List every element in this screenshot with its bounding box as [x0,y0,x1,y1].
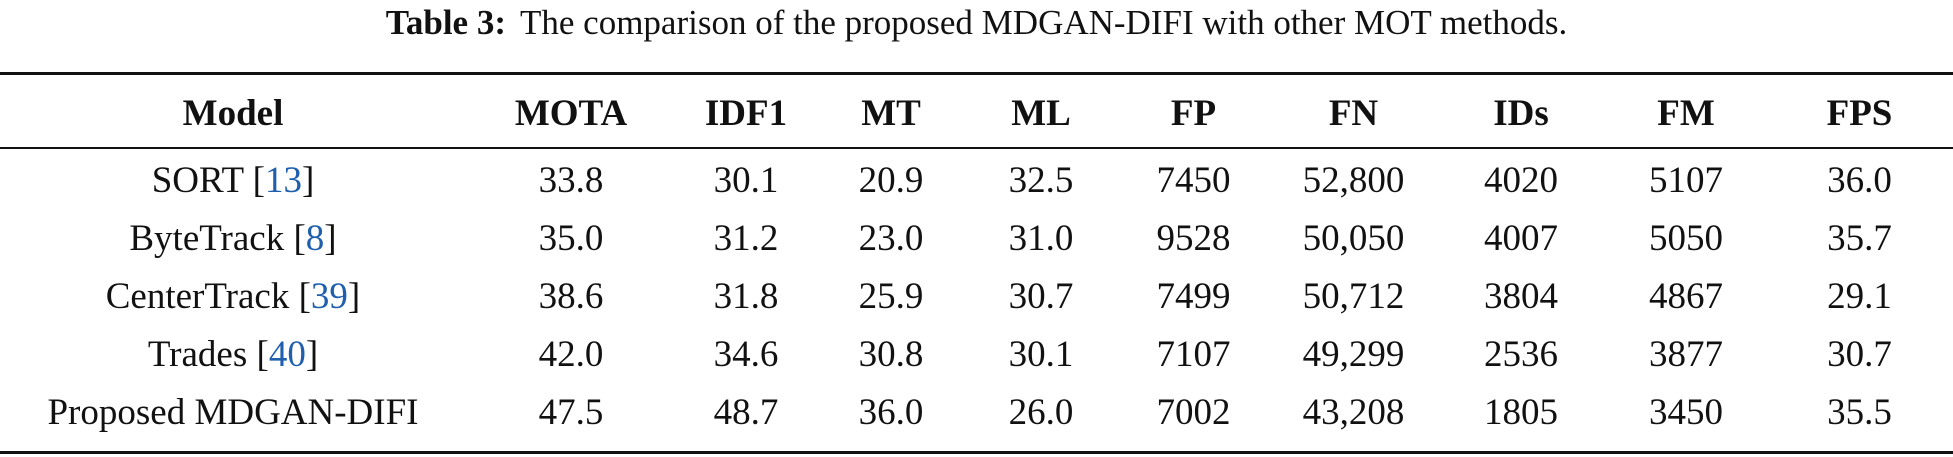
citation-link[interactable]: 39 [310,275,348,317]
column-header-idf1: IDF1 [704,92,788,134]
table-row: SORT [13] 33.8 30.1 20.9 32.5 7450 52,80… [0,149,1953,209]
fn-cell: 49,299 [1302,333,1405,375]
ids-cell: 3804 [1484,275,1558,317]
ids-cell: 4020 [1484,159,1558,201]
model-name: Proposed MDGAN-DIFI [47,391,419,433]
column-header-mt: MT [861,92,921,134]
mt-cell: 30.8 [858,333,924,375]
mt-cell: 23.0 [858,217,924,259]
citation-link[interactable]: 13 [264,159,302,201]
ml-cell: 30.7 [1008,275,1074,317]
mota-cell: 33.8 [538,159,604,201]
ml-cell: 31.0 [1008,217,1074,259]
table-header-rule [0,147,1953,149]
table-row: Proposed MDGAN-DIFI 47.5 48.7 36.0 26.0 … [0,383,1953,441]
column-header-ml: ML [1011,92,1071,134]
model-cell: Proposed MDGAN-DIFI [0,383,466,441]
model-cell: SORT [13] [151,159,315,201]
fp-cell: 7002 [1156,391,1231,433]
ids-cell: 2536 [1484,333,1558,375]
column-header-fn: FN [1328,92,1379,134]
comparison-table: Model MOTA IDF1 MT ML FP FN IDs FM FPS S… [0,75,1953,441]
fn-cell: 50,712 [1302,275,1405,317]
ml-cell: 32.5 [1008,159,1074,201]
model-cell: CenterTrack [39] [105,275,361,317]
fp-cell: 7107 [1156,333,1231,375]
model-name: SORT [151,159,244,201]
fp-cell: 7450 [1156,159,1231,201]
fn-cell: 50,050 [1302,217,1405,259]
idf1-cell: 34.6 [713,333,779,375]
mota-cell: 35.0 [538,217,604,259]
table-bottom-rule [0,451,1953,454]
column-header-fp: FP [1170,92,1217,134]
citation-link[interactable]: 40 [268,333,306,375]
table-row: Trades [40] 42.0 34.6 30.8 30.1 7107 49,… [0,325,1953,383]
mota-cell: 38.6 [538,275,604,317]
model-cell: Trades [40] [147,333,319,375]
mota-cell: 42.0 [538,333,604,375]
fps-cell: 35.7 [1827,217,1892,259]
column-header-fm: FM [1657,92,1715,134]
table-top-rule [0,72,1953,75]
table-row: ByteTrack [8] 35.0 31.2 23.0 31.0 9528 5… [0,209,1953,267]
fm-cell: 4867 [1649,275,1723,317]
mota-cell: 47.5 [538,391,604,433]
model-name: CenterTrack [105,275,290,317]
model-cell: ByteTrack [8] [129,217,337,259]
column-header-fps: FPS [1826,92,1893,134]
table-header-row: Model MOTA IDF1 MT ML FP FN IDs FM FPS [0,75,1953,149]
fps-cell: 29.1 [1827,275,1892,317]
fm-cell: 5050 [1649,217,1723,259]
idf1-cell: 31.8 [713,275,779,317]
fps-cell: 35.5 [1827,391,1892,433]
table-row: CenterTrack [39] 38.6 31.8 25.9 30.7 749… [0,267,1953,325]
idf1-cell: 30.1 [713,159,779,201]
fm-cell: 3877 [1649,333,1723,375]
column-header-mota: MOTA [514,92,628,134]
fn-cell: 52,800 [1302,159,1405,201]
fm-cell: 5107 [1649,159,1723,201]
ids-cell: 1805 [1484,391,1558,433]
caption-text: The comparison of the proposed MDGAN-DIF… [520,3,1568,42]
column-header-model: Model [182,92,284,134]
model-name: Trades [147,333,248,375]
fp-cell: 9528 [1156,217,1231,259]
model-name: ByteTrack [129,217,285,259]
ml-cell: 26.0 [1008,391,1074,433]
fn-cell: 43,208 [1302,391,1405,433]
fp-cell: 7499 [1156,275,1231,317]
ids-cell: 4007 [1484,217,1558,259]
table-caption: Table 3: The comparison of the proposed M… [0,0,1953,46]
idf1-cell: 48.7 [713,391,779,433]
column-header-ids: IDs [1493,92,1549,134]
ml-cell: 30.1 [1008,333,1074,375]
mt-cell: 20.9 [858,159,924,201]
citation-link[interactable]: 8 [305,217,325,259]
mt-cell: 25.9 [858,275,924,317]
fps-cell: 36.0 [1827,159,1892,201]
idf1-cell: 31.2 [713,217,779,259]
caption-label: Table 3: [385,3,506,42]
mt-cell: 36.0 [858,391,924,433]
fm-cell: 3450 [1649,391,1723,433]
fps-cell: 30.7 [1827,333,1892,375]
